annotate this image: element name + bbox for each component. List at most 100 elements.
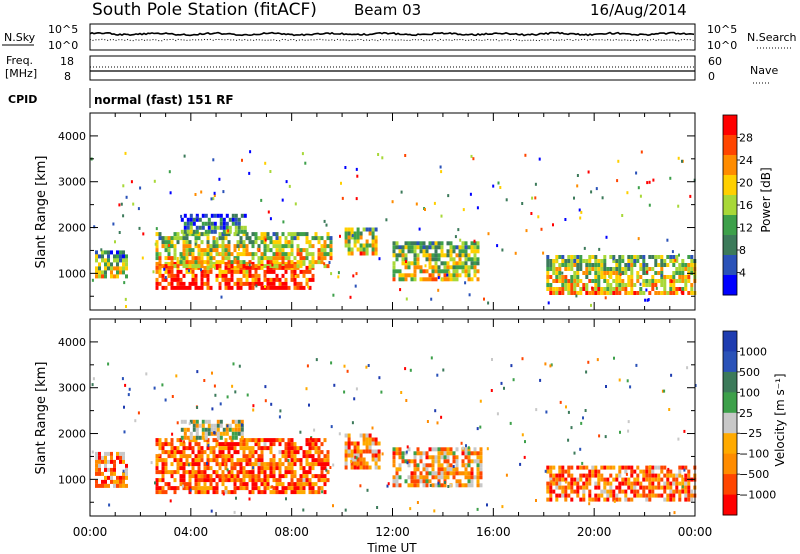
echo-cell (615, 493, 619, 498)
echo-cell (595, 187, 598, 191)
echo-cell (210, 427, 214, 432)
echo-cell (618, 473, 622, 478)
echo-cell (311, 244, 315, 249)
echo-cell (413, 455, 417, 460)
echo-cell (392, 241, 396, 246)
echo-cell (263, 248, 267, 253)
echo-cell (627, 279, 631, 283)
echo-cell (161, 486, 165, 491)
echo-cell (251, 232, 255, 237)
echo-cell (621, 283, 625, 287)
echo-cell (648, 279, 652, 283)
echo-cell (425, 471, 429, 476)
echo-cell (687, 469, 691, 474)
echo-cell (585, 465, 589, 470)
echo-cell (242, 466, 246, 471)
echo-cell (326, 450, 330, 455)
echo-cell (476, 249, 480, 254)
echo-cell (552, 263, 556, 267)
echo-cell (374, 441, 378, 446)
echo-cell (561, 287, 565, 291)
echo-cell (302, 285, 306, 290)
echo-cell (374, 449, 378, 454)
echo-cell (618, 378, 621, 382)
echo-cell (320, 474, 324, 479)
echo-cell (585, 370, 588, 374)
echo-cell (434, 269, 438, 274)
echo-cell (552, 223, 554, 227)
echo-cell (176, 450, 180, 455)
echo-cell (204, 427, 208, 432)
echo-cell (252, 404, 255, 408)
echo-cell (168, 244, 170, 247)
echo-cell (227, 470, 231, 475)
echo-cell (431, 483, 435, 488)
echo-cell (248, 438, 252, 443)
echo-cell (407, 463, 411, 468)
echo-cell (648, 493, 652, 498)
echo-cell (690, 291, 694, 295)
echo-cell (197, 252, 201, 257)
echo-cell (461, 483, 465, 488)
echo-cell (350, 227, 354, 232)
echo-cell (368, 445, 372, 450)
echo-cell (122, 475, 125, 480)
echo-cell (678, 253, 680, 257)
echo-cell (278, 240, 282, 245)
echo-cell (242, 248, 246, 253)
echo-cell (245, 273, 249, 278)
echo-cell (359, 449, 363, 454)
echo-cell (603, 291, 607, 295)
echo-cell (163, 266, 166, 269)
echo-cell (645, 497, 649, 502)
echo-cell (155, 227, 158, 231)
echo-cell (238, 364, 241, 368)
echo-cell (266, 285, 270, 290)
echo-cell (588, 473, 592, 478)
echo-cell (681, 485, 684, 489)
echo-cell (203, 470, 207, 475)
echo-cell (588, 267, 592, 271)
echo-cell (266, 248, 270, 253)
echo-cell (239, 466, 243, 471)
echo-cell (296, 458, 300, 463)
echo-cell (179, 438, 183, 443)
echo-cell (108, 503, 111, 507)
echo-cell (621, 267, 625, 271)
echo-cell (594, 271, 598, 275)
echo-cell (209, 256, 213, 261)
echo-cell (350, 235, 354, 240)
echo-cell (207, 427, 211, 432)
echo-cell (666, 263, 670, 267)
echo-cell (470, 467, 474, 472)
echo-cell (194, 474, 198, 479)
echo-cell (210, 225, 214, 230)
echo-cell (278, 458, 282, 463)
echo-cell (158, 252, 162, 257)
echo-cell (185, 446, 189, 451)
echo-cell (669, 275, 673, 279)
echo-cell (684, 497, 688, 502)
echo-cell (218, 454, 222, 459)
echo-cell (212, 264, 216, 269)
echo-cell (305, 240, 309, 245)
echo-cell (326, 252, 330, 257)
echo-cell (257, 273, 261, 278)
echo-cell (278, 474, 282, 479)
echo-cell (686, 366, 689, 370)
echo-cell (410, 479, 414, 484)
echo-band (546, 465, 697, 502)
echo-cell (251, 264, 255, 269)
echo-cell (615, 485, 619, 490)
echo-cell (221, 244, 225, 249)
echo-cell (401, 253, 405, 258)
echo-cell (233, 260, 237, 265)
echo-cell (591, 263, 595, 267)
echo-cell (546, 481, 550, 486)
echo-cell (549, 275, 553, 279)
echo-cell (570, 291, 574, 295)
echo-cell (428, 471, 432, 476)
echo-cell (233, 232, 237, 237)
echo-cell (269, 260, 273, 265)
echo-cell (308, 446, 312, 451)
